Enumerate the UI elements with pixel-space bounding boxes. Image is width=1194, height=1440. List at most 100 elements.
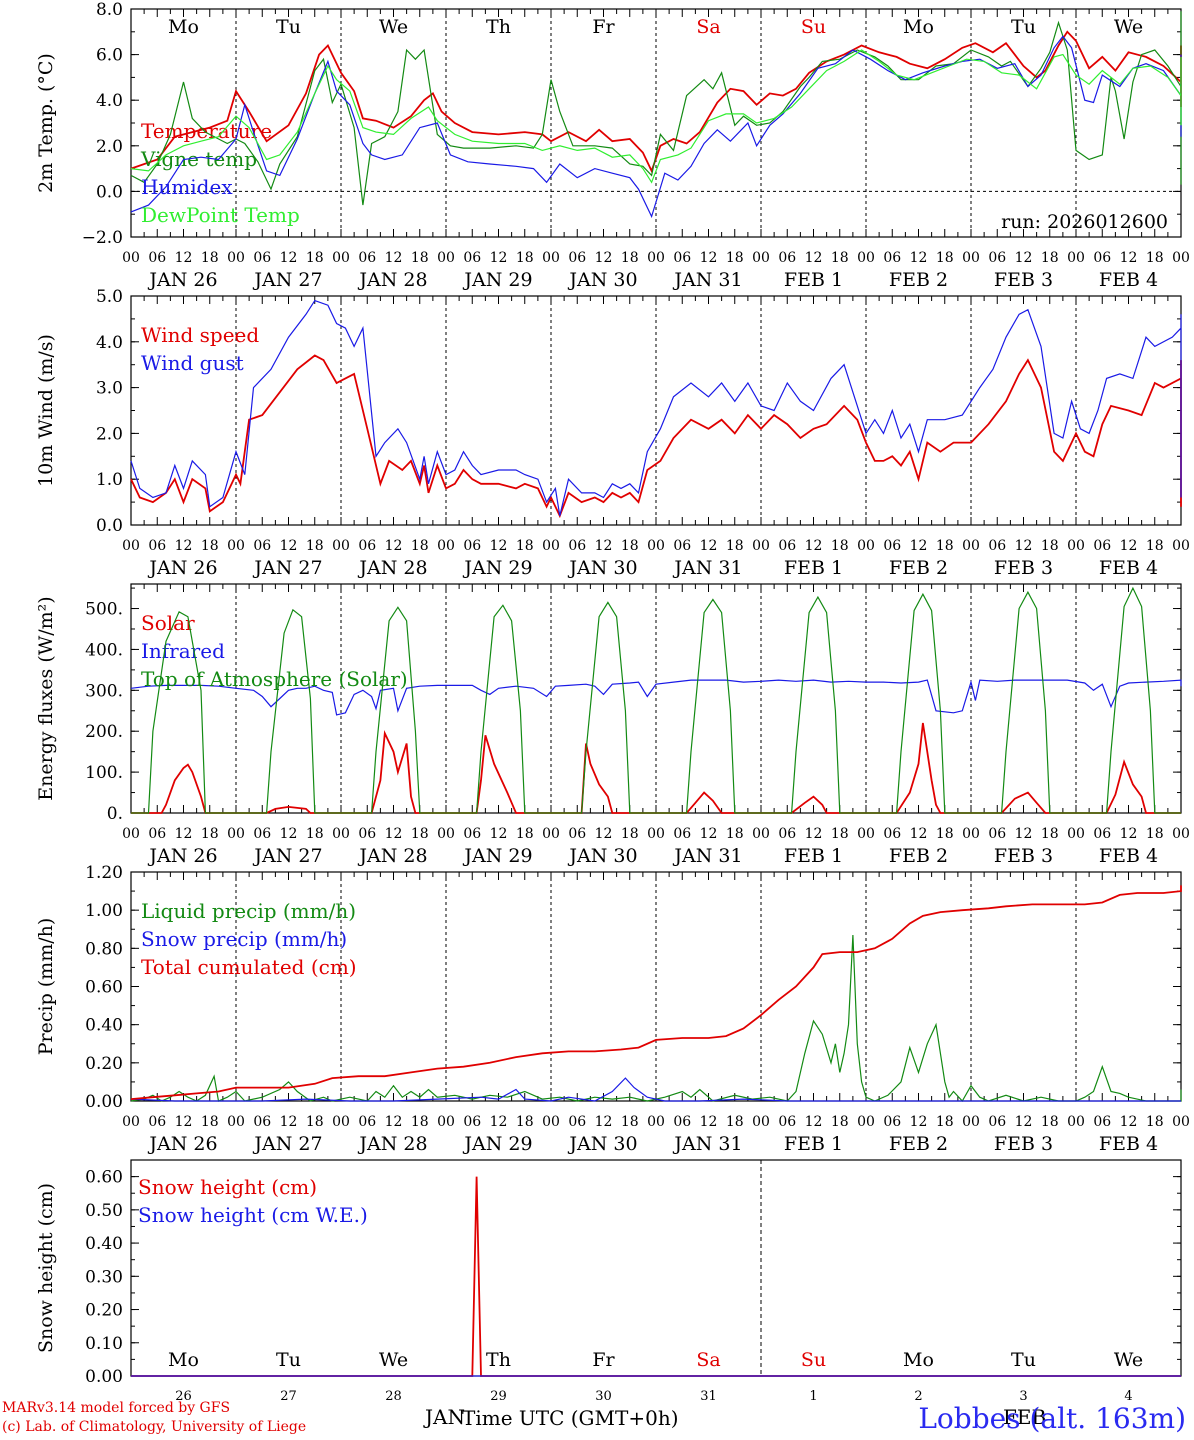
hour-tick-label: 00 <box>1067 826 1085 842</box>
hour-tick-label: 12 <box>1120 250 1138 266</box>
hour-tick-label: 06 <box>1093 250 1111 266</box>
hour-tick-label: 06 <box>988 826 1006 842</box>
hour-tick-label: 12 <box>805 250 823 266</box>
hour-tick-label: 18 <box>831 826 849 842</box>
date-label: FEB 4 <box>1099 1133 1158 1155</box>
date-label: FEB 2 <box>889 1133 948 1155</box>
y-tick-label: 0.0 <box>96 516 123 536</box>
hour-tick-label: 12 <box>805 826 823 842</box>
weekday-label: Fr <box>592 1349 615 1371</box>
hour-tick-label: 12 <box>595 826 613 842</box>
date-label: FEB 4 <box>1099 845 1158 867</box>
day-number: 27 <box>280 1389 297 1404</box>
y-axis-label: 10m Wind (m/s) <box>35 334 57 487</box>
y-tick-label: 0.50 <box>85 1201 123 1221</box>
date-label: JAN 28 <box>357 845 427 867</box>
hour-tick-label: 12 <box>595 538 613 554</box>
weekday-label: Sa <box>696 1349 720 1371</box>
hour-tick-label: 18 <box>936 826 954 842</box>
hour-tick-label: 00 <box>122 826 140 842</box>
hour-tick-label: 12 <box>490 538 508 554</box>
hour-tick-label: 18 <box>1146 250 1164 266</box>
hour-tick-label: 06 <box>253 538 271 554</box>
y-tick-label: 0.40 <box>85 1234 123 1254</box>
series-humidex <box>130 35 1182 219</box>
hour-tick-label: 18 <box>831 250 849 266</box>
hour-tick-label: 18 <box>411 250 429 266</box>
hour-tick-label: 00 <box>1172 538 1190 554</box>
hour-tick-label: 12 <box>595 250 613 266</box>
weekday-label: Mo <box>168 1349 199 1371</box>
day-number: 29 <box>490 1389 507 1404</box>
y-tick-label: 0.80 <box>85 939 123 959</box>
hour-tick-label: 00 <box>332 826 350 842</box>
lab-credit: (c) Lab. of Climatology, University of L… <box>2 1419 307 1435</box>
date-label: JAN 31 <box>672 557 742 579</box>
date-label: FEB 3 <box>994 557 1053 579</box>
hour-tick-label: 12 <box>385 250 403 266</box>
hour-tick-label: 00 <box>332 1114 350 1130</box>
hour-tick-label: 18 <box>1041 250 1059 266</box>
hour-tick-label: 18 <box>1041 826 1059 842</box>
weekday-label: Mo <box>903 16 934 38</box>
y-tick-label: 5.0 <box>96 287 123 307</box>
weekday-label: We <box>379 1349 408 1371</box>
hour-tick-label: 06 <box>1093 1114 1111 1130</box>
weekday-label: Tu <box>276 16 301 38</box>
y-tick-label: 0.40 <box>85 1016 123 1036</box>
hour-tick-label: 12 <box>1120 1114 1138 1130</box>
date-label: JAN 28 <box>357 557 427 579</box>
day-number: 28 <box>385 1389 402 1404</box>
panel-temp: 8.06.04.02.00.0−2.02m Temp. (°C) Temperat… <box>35 0 1190 291</box>
date-label: JAN 30 <box>567 1133 637 1155</box>
y-tick-label: 2.0 <box>96 424 123 444</box>
date-label: FEB 2 <box>889 557 948 579</box>
hour-tick-label: 18 <box>411 538 429 554</box>
hour-tick-label: 00 <box>122 1114 140 1130</box>
hour-tick-label: 18 <box>726 250 744 266</box>
hour-tick-label: 00 <box>437 826 455 842</box>
weekday-label: Mo <box>168 16 199 38</box>
weekday-label: We <box>379 16 408 38</box>
hour-tick-label: 18 <box>726 826 744 842</box>
panel-flux: 500. 400. 300. 200. 100. 0. Energy fluxes (W/m… <box>35 583 1190 867</box>
legend-vigne-temp: Vigne temp <box>140 147 257 171</box>
hour-tick-label: 06 <box>358 826 376 842</box>
hour-tick-label: 18 <box>306 250 324 266</box>
date-label: FEB 1 <box>784 557 843 579</box>
hour-tick-label: 00 <box>542 250 560 266</box>
hour-tick-label: 12 <box>910 250 928 266</box>
legend-wind-speed: Wind speed <box>141 323 259 347</box>
hour-tick-label: 12 <box>175 1114 193 1130</box>
hour-tick-label: 18 <box>201 1114 219 1130</box>
hour-tick-label: 12 <box>700 1114 718 1130</box>
hour-tick-label: 12 <box>1015 826 1033 842</box>
hour-tick-label: 18 <box>201 538 219 554</box>
hour-tick-label: 00 <box>227 250 245 266</box>
weekday-label: Th <box>486 16 511 38</box>
hour-tick-label: 06 <box>463 250 481 266</box>
hour-tick-label: 18 <box>1146 1114 1164 1130</box>
date-label: JAN 29 <box>462 1133 532 1155</box>
legend-snow-precip-mm-h-: Snow precip (mm/h) <box>141 927 347 951</box>
hour-tick-label: 18 <box>831 1114 849 1130</box>
weekday-label: Su <box>801 1349 826 1371</box>
weekday-label: We <box>1114 1349 1143 1371</box>
hour-tick-label: 06 <box>988 250 1006 266</box>
legend-liquid-precip-mm-h-: Liquid precip (mm/h) <box>141 899 356 923</box>
date-label: FEB 4 <box>1099 269 1158 291</box>
hour-tick-label: 12 <box>1015 1114 1033 1130</box>
date-label: FEB 3 <box>994 1133 1053 1155</box>
hour-tick-label: 00 <box>542 1114 560 1130</box>
hour-tick-label: 06 <box>673 826 691 842</box>
panel-precip: 1.20 1.00 0.80 0.60 0.40 0.20 0.00 Precip (mm/h… <box>35 863 1190 1155</box>
legend-snow-height-cm-: Snow height (cm) <box>138 1175 317 1199</box>
hour-tick-label: 12 <box>805 538 823 554</box>
hour-tick-label: 12 <box>175 826 193 842</box>
date-label: JAN 31 <box>672 269 742 291</box>
y-tick-label: 1.0 <box>96 470 123 490</box>
weekday-label: We <box>1114 16 1143 38</box>
y-axis-label: 2m Temp. (°C) <box>35 53 57 193</box>
station-label: Lobbes (alt. 163m) <box>918 1402 1186 1435</box>
weekday-label: Tu <box>1011 16 1036 38</box>
